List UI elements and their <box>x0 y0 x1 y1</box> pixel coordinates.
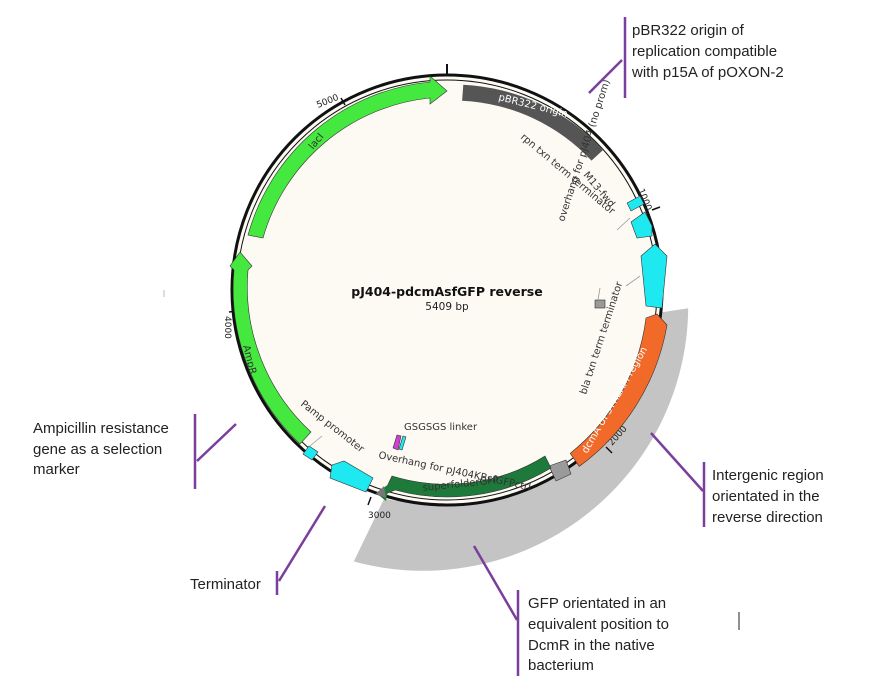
overhang-pj404-feature <box>594 299 606 309</box>
gsgsgs-linker-feature <box>392 434 402 451</box>
terminator-callout-line <box>277 505 327 582</box>
intergenic-annotation-line-2: orientated in the <box>712 488 820 505</box>
gfp-annotation-line-4: bacterium <box>528 657 594 674</box>
tick-label-4000: 4000 <box>222 316 232 339</box>
ampicillin-annotation-line-2: gene as a selection <box>33 441 162 458</box>
gfp-annotation-line-3: DcmR in the native <box>528 637 655 654</box>
pbr322-origin-feature <box>462 84 604 161</box>
ampicillin-annotation-line-1: Ampicillin resistance <box>33 420 169 437</box>
terminator-annotation: Terminator <box>190 576 261 593</box>
leader-pamp <box>309 435 323 447</box>
gfp-annotation-line-2: equivalent position to <box>528 616 669 633</box>
overhang-grey-marker <box>376 486 386 498</box>
origin-annotation-line-3: with p15A of pOXON-2 <box>631 64 784 81</box>
origin-callout-line <box>588 59 623 94</box>
gfp-callout-line <box>472 545 519 621</box>
ampr-feature <box>229 251 312 445</box>
origin-annotation-line-2: replication compatible <box>632 43 777 60</box>
intergenic-annotation-line-1: Intergenic region <box>712 467 824 484</box>
pamp-promoter-feature <box>302 445 319 461</box>
leader-bla <box>625 275 641 287</box>
tick-mark-2000 <box>605 446 613 454</box>
tick-mark-5000 <box>340 97 346 106</box>
leader-overhang <box>597 287 601 301</box>
terminator-feature-bottom <box>329 460 374 493</box>
ampicillin-callout-line <box>196 423 237 462</box>
tick-label-3000: 3000 <box>368 511 391 521</box>
gfp-annotation-line-1: GFP orientated in an <box>528 595 666 612</box>
dcma-upstream-feature <box>569 313 668 467</box>
laci-feature <box>247 75 448 239</box>
linker-block-feature <box>548 459 572 482</box>
ampicillin-annotation-line-3: marker <box>33 461 80 478</box>
terminator-feature-right <box>640 243 668 309</box>
gsgsgs-linker-feature-2 <box>398 435 407 451</box>
origin-annotation-line-1: pBR322 origin of <box>632 22 745 39</box>
terminator-feature-top <box>626 195 645 212</box>
terminator-feature-upper <box>630 211 653 239</box>
plasmid-size: 5409 bp <box>425 301 469 313</box>
tick-mark-3000 <box>367 496 372 506</box>
plasmid-name: pJ404-pdcmAsfGFP reverse <box>351 284 542 299</box>
intergenic-callout-line <box>650 432 704 492</box>
gsgsgs-linker-label: GSGSGS linker <box>404 422 478 433</box>
intergenic-annotation-line-3: reverse direction <box>712 509 823 526</box>
leader-m13 <box>616 217 631 231</box>
tick-mark-1000 <box>651 206 661 211</box>
